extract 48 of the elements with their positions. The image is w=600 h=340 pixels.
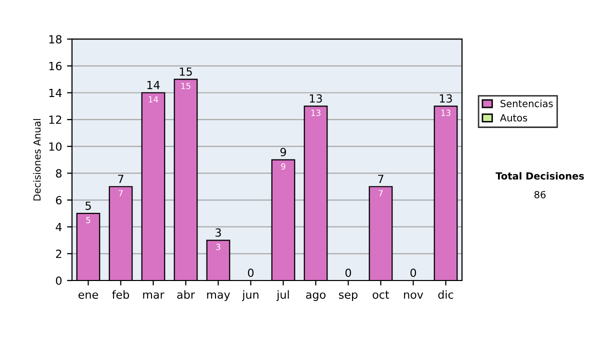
data-label: 5 — [86, 217, 90, 224]
x-tick-label: ene — [78, 292, 98, 299]
x-tick-label: dic — [438, 290, 454, 299]
total-label: 7 — [118, 174, 124, 183]
total-label: 13 — [310, 94, 322, 103]
y-tick-label: 2 — [56, 250, 62, 258]
total-label: 7 — [378, 174, 384, 183]
y-tick-label: 18 — [49, 35, 62, 44]
total-label: 13 — [440, 94, 452, 103]
total-label: 15 — [180, 68, 192, 76]
y-tick-label: 12 — [49, 116, 62, 124]
data-label: 14 — [148, 96, 158, 102]
y-axis-title: Decisiones Anual — [33, 119, 41, 200]
data-label: 7 — [378, 190, 383, 196]
total-label: 14 — [147, 80, 160, 90]
x-tick-label: jul — [276, 290, 289, 301]
y-tick-label: 4 — [56, 222, 62, 232]
x-tick-label: oct — [372, 290, 390, 299]
data-label: 3 — [216, 244, 220, 250]
legend-label: Autos — [500, 114, 528, 122]
x-tick-label: feb — [112, 290, 130, 299]
data-label: 13 — [441, 110, 450, 116]
total-label: 0 — [345, 268, 352, 278]
x-tick-label: may — [207, 292, 230, 301]
data-label: 7 — [118, 190, 123, 196]
total-label: 0 — [410, 268, 416, 278]
y-tick-label: 10 — [49, 142, 62, 151]
x-tick-label: mar — [143, 292, 164, 299]
total-label: 3 — [216, 228, 221, 237]
y-tick-label: 6 — [56, 196, 62, 204]
x-tick-label: nov — [404, 292, 424, 299]
y-tick-label: 14 — [49, 88, 62, 97]
x-tick-label: sep — [339, 292, 358, 301]
data-label: 15 — [181, 82, 190, 90]
data-label: 13 — [311, 110, 320, 116]
data-label: 9 — [281, 163, 286, 170]
y-tick-label: 8 — [56, 169, 62, 178]
text: 86 — [534, 190, 546, 198]
y-tick-label: 16 — [49, 62, 62, 70]
y-tick-label: 0 — [56, 276, 62, 285]
x-tick-label: ago — [306, 292, 326, 301]
total-label: 0 — [248, 268, 254, 278]
x-tick-label: jun — [242, 290, 258, 301]
total-label: 9 — [280, 148, 286, 156]
legend-label: Sentencias — [500, 100, 553, 108]
text: Total Decisiones — [496, 172, 584, 180]
total-label: 5 — [86, 202, 91, 210]
x-tick-label: abr — [177, 290, 195, 299]
